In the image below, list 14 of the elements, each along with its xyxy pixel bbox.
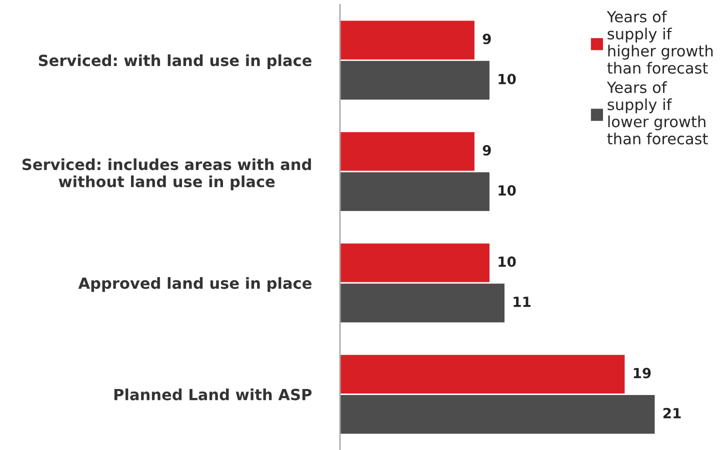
y-tick-label: Serviced: includes areas with and without land use in place (22, 158, 311, 190)
data-label: 19 (634, 368, 651, 378)
y-tick-label: Serviced: with land use in place (38, 54, 312, 70)
data-label: 21 (663, 408, 681, 418)
data-label: 9 (482, 145, 491, 156)
data-label: 10 (498, 256, 516, 267)
data-label: 10 (498, 185, 516, 196)
y-tick-label: Planned Land with ASP (114, 388, 312, 400)
data-label: 9 (482, 34, 491, 44)
y-tick-label: Approved land use in place (78, 277, 312, 292)
legend-label: Years of supply if higher growth than forecast (606, 10, 713, 74)
legend-label: Years of supply if lower growth than forecast (606, 81, 708, 144)
data-label: 11 (514, 296, 531, 307)
data-label: 10 (498, 74, 516, 84)
